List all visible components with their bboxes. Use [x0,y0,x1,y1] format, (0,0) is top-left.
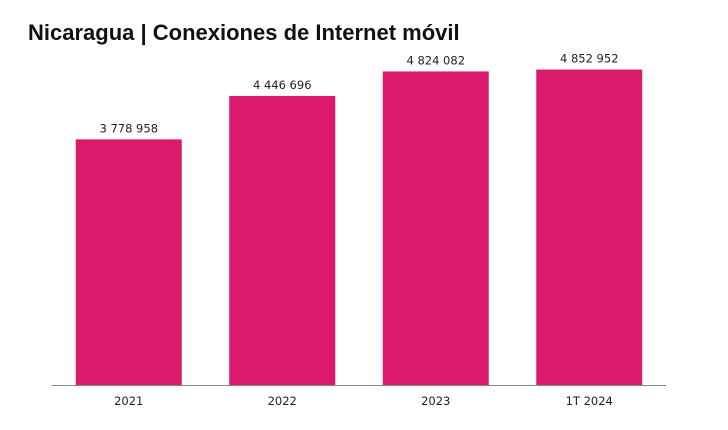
bar-3 [536,69,643,386]
x-tick-label-3: 1T 2024 [566,394,613,408]
value-labels-group: 3 778 958 4 446 696 4 824 082 4 852 952 [99,52,618,136]
value-label-0: 3 778 958 [99,121,158,135]
value-label-1: 4 446 696 [253,78,312,92]
bar-2 [382,71,489,386]
x-tick-label-0: 2021 [114,394,143,408]
x-tick-label-1: 2022 [268,394,297,408]
chart-title: Nicaragua | Conexiones de Internet móvil [28,20,460,45]
bar-1 [229,95,336,386]
x-tick-labels-group: 2021 2022 2023 1T 2024 [114,394,613,408]
value-label-3: 4 852 952 [560,52,619,66]
x-tick-label-2: 2023 [421,394,450,408]
bar-0 [75,139,182,385]
bars-group [75,69,643,386]
value-label-2: 4 824 082 [406,53,465,67]
